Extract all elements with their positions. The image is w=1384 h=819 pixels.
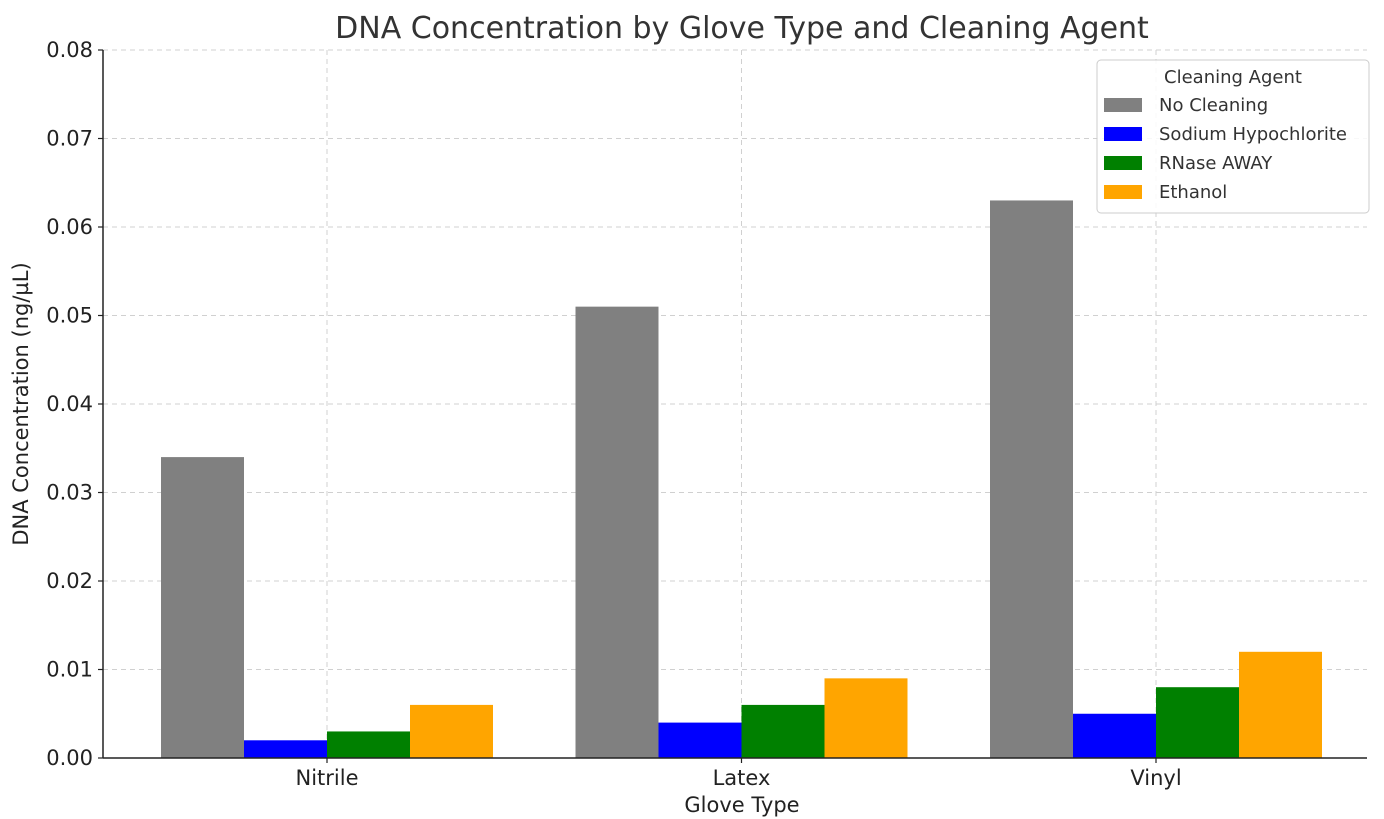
bar (990, 200, 1073, 758)
y-tick-label: 0.03 (46, 481, 93, 505)
y-tick-label: 0.00 (46, 746, 93, 770)
ticks-layer: 0.00 0.01 0.02 0.03 0.04 0.05 0.06 0.07 0.08 Nitr… (46, 38, 1181, 790)
x-axis-title: Glove Type (684, 793, 799, 817)
legend-label: RNase AWAY (1159, 153, 1273, 174)
legend-swatch (1104, 156, 1142, 170)
bar (1239, 651, 1322, 758)
bar (244, 740, 327, 758)
legend-label: Sodium Hypochlorite (1159, 124, 1347, 145)
y-axis-title: DNA Concentration (ng/µL) (9, 262, 33, 545)
legend-box (1096, 59, 1370, 214)
x-tick-label: Latex (713, 766, 771, 790)
y-tick-label: 0.07 (46, 127, 93, 151)
legend-label: Ethanol (1159, 182, 1227, 203)
bars-layer (161, 200, 1322, 758)
legend-items: No Cleaning Sodium Hypochlorite RNase AWAY… (1104, 95, 1347, 203)
bar (658, 722, 742, 758)
bar (575, 306, 659, 758)
y-tick-label: 0.02 (46, 569, 93, 593)
bar (161, 457, 244, 758)
y-tick-label: 0.01 (46, 658, 93, 682)
x-tick-label: Vinyl (1130, 766, 1181, 790)
legend-swatch (1104, 98, 1142, 112)
legend: Cleaning Agent No Cleaning Sodium Hypochl… (1096, 59, 1370, 214)
y-tick-label: 0.05 (46, 304, 93, 328)
bar (824, 678, 908, 758)
y-tick-label: 0.04 (46, 392, 93, 416)
chart-title: DNA Concentration by Glove Type and Clea… (335, 11, 1149, 46)
x-tick-label: Nitrile (296, 766, 359, 790)
bar (410, 704, 493, 758)
bar (1073, 713, 1156, 758)
bar (741, 704, 825, 758)
bar (1156, 687, 1239, 758)
y-tick-label: 0.06 (46, 215, 93, 239)
bar (327, 731, 410, 758)
legend-swatch (1104, 185, 1142, 199)
y-tick-label: 0.08 (46, 38, 93, 62)
legend-label: No Cleaning (1159, 95, 1268, 116)
legend-swatch (1104, 127, 1142, 141)
legend-title: Cleaning Agent (1164, 67, 1302, 88)
